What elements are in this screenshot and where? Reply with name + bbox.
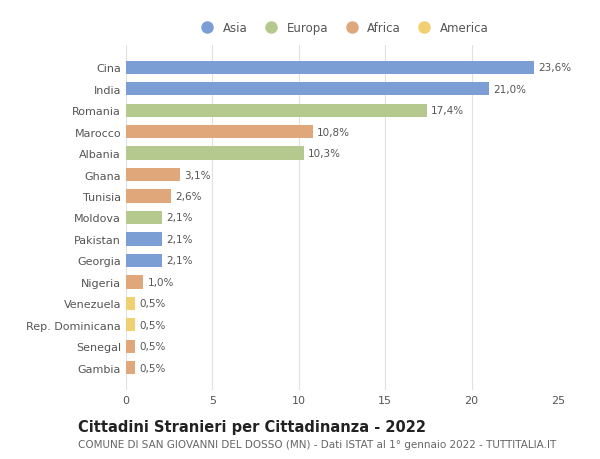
Bar	[126, 340, 134, 353]
Text: 2,1%: 2,1%	[167, 235, 193, 245]
Text: 21,0%: 21,0%	[493, 84, 526, 95]
Text: 0,5%: 0,5%	[139, 341, 166, 352]
Bar	[126, 168, 179, 182]
Bar	[126, 275, 143, 289]
Text: Cittadini Stranieri per Cittadinanza - 2022: Cittadini Stranieri per Cittadinanza - 2…	[78, 419, 426, 434]
Text: 3,1%: 3,1%	[184, 170, 211, 180]
Text: 2,1%: 2,1%	[167, 256, 193, 266]
Text: 1,0%: 1,0%	[148, 277, 174, 287]
Text: 0,5%: 0,5%	[139, 299, 166, 308]
Bar	[126, 319, 134, 332]
Bar	[126, 190, 171, 203]
Text: 2,1%: 2,1%	[167, 213, 193, 223]
Text: 17,4%: 17,4%	[431, 106, 464, 116]
Bar	[126, 126, 313, 139]
Bar	[126, 361, 134, 375]
Text: 0,5%: 0,5%	[139, 320, 166, 330]
Bar	[126, 147, 304, 161]
Text: 2,6%: 2,6%	[175, 191, 202, 202]
Bar	[126, 83, 489, 96]
Bar	[126, 297, 134, 310]
Bar	[126, 233, 162, 246]
Text: 23,6%: 23,6%	[538, 63, 571, 73]
Text: 0,5%: 0,5%	[139, 363, 166, 373]
Bar	[126, 212, 162, 224]
Bar	[126, 254, 162, 268]
Text: 10,3%: 10,3%	[308, 149, 341, 159]
Text: COMUNE DI SAN GIOVANNI DEL DOSSO (MN) - Dati ISTAT al 1° gennaio 2022 - TUTTITAL: COMUNE DI SAN GIOVANNI DEL DOSSO (MN) - …	[78, 439, 556, 449]
Bar	[126, 104, 427, 118]
Bar	[126, 62, 534, 75]
Text: 10,8%: 10,8%	[317, 128, 350, 137]
Legend: Asia, Europa, Africa, America: Asia, Europa, Africa, America	[191, 17, 493, 40]
